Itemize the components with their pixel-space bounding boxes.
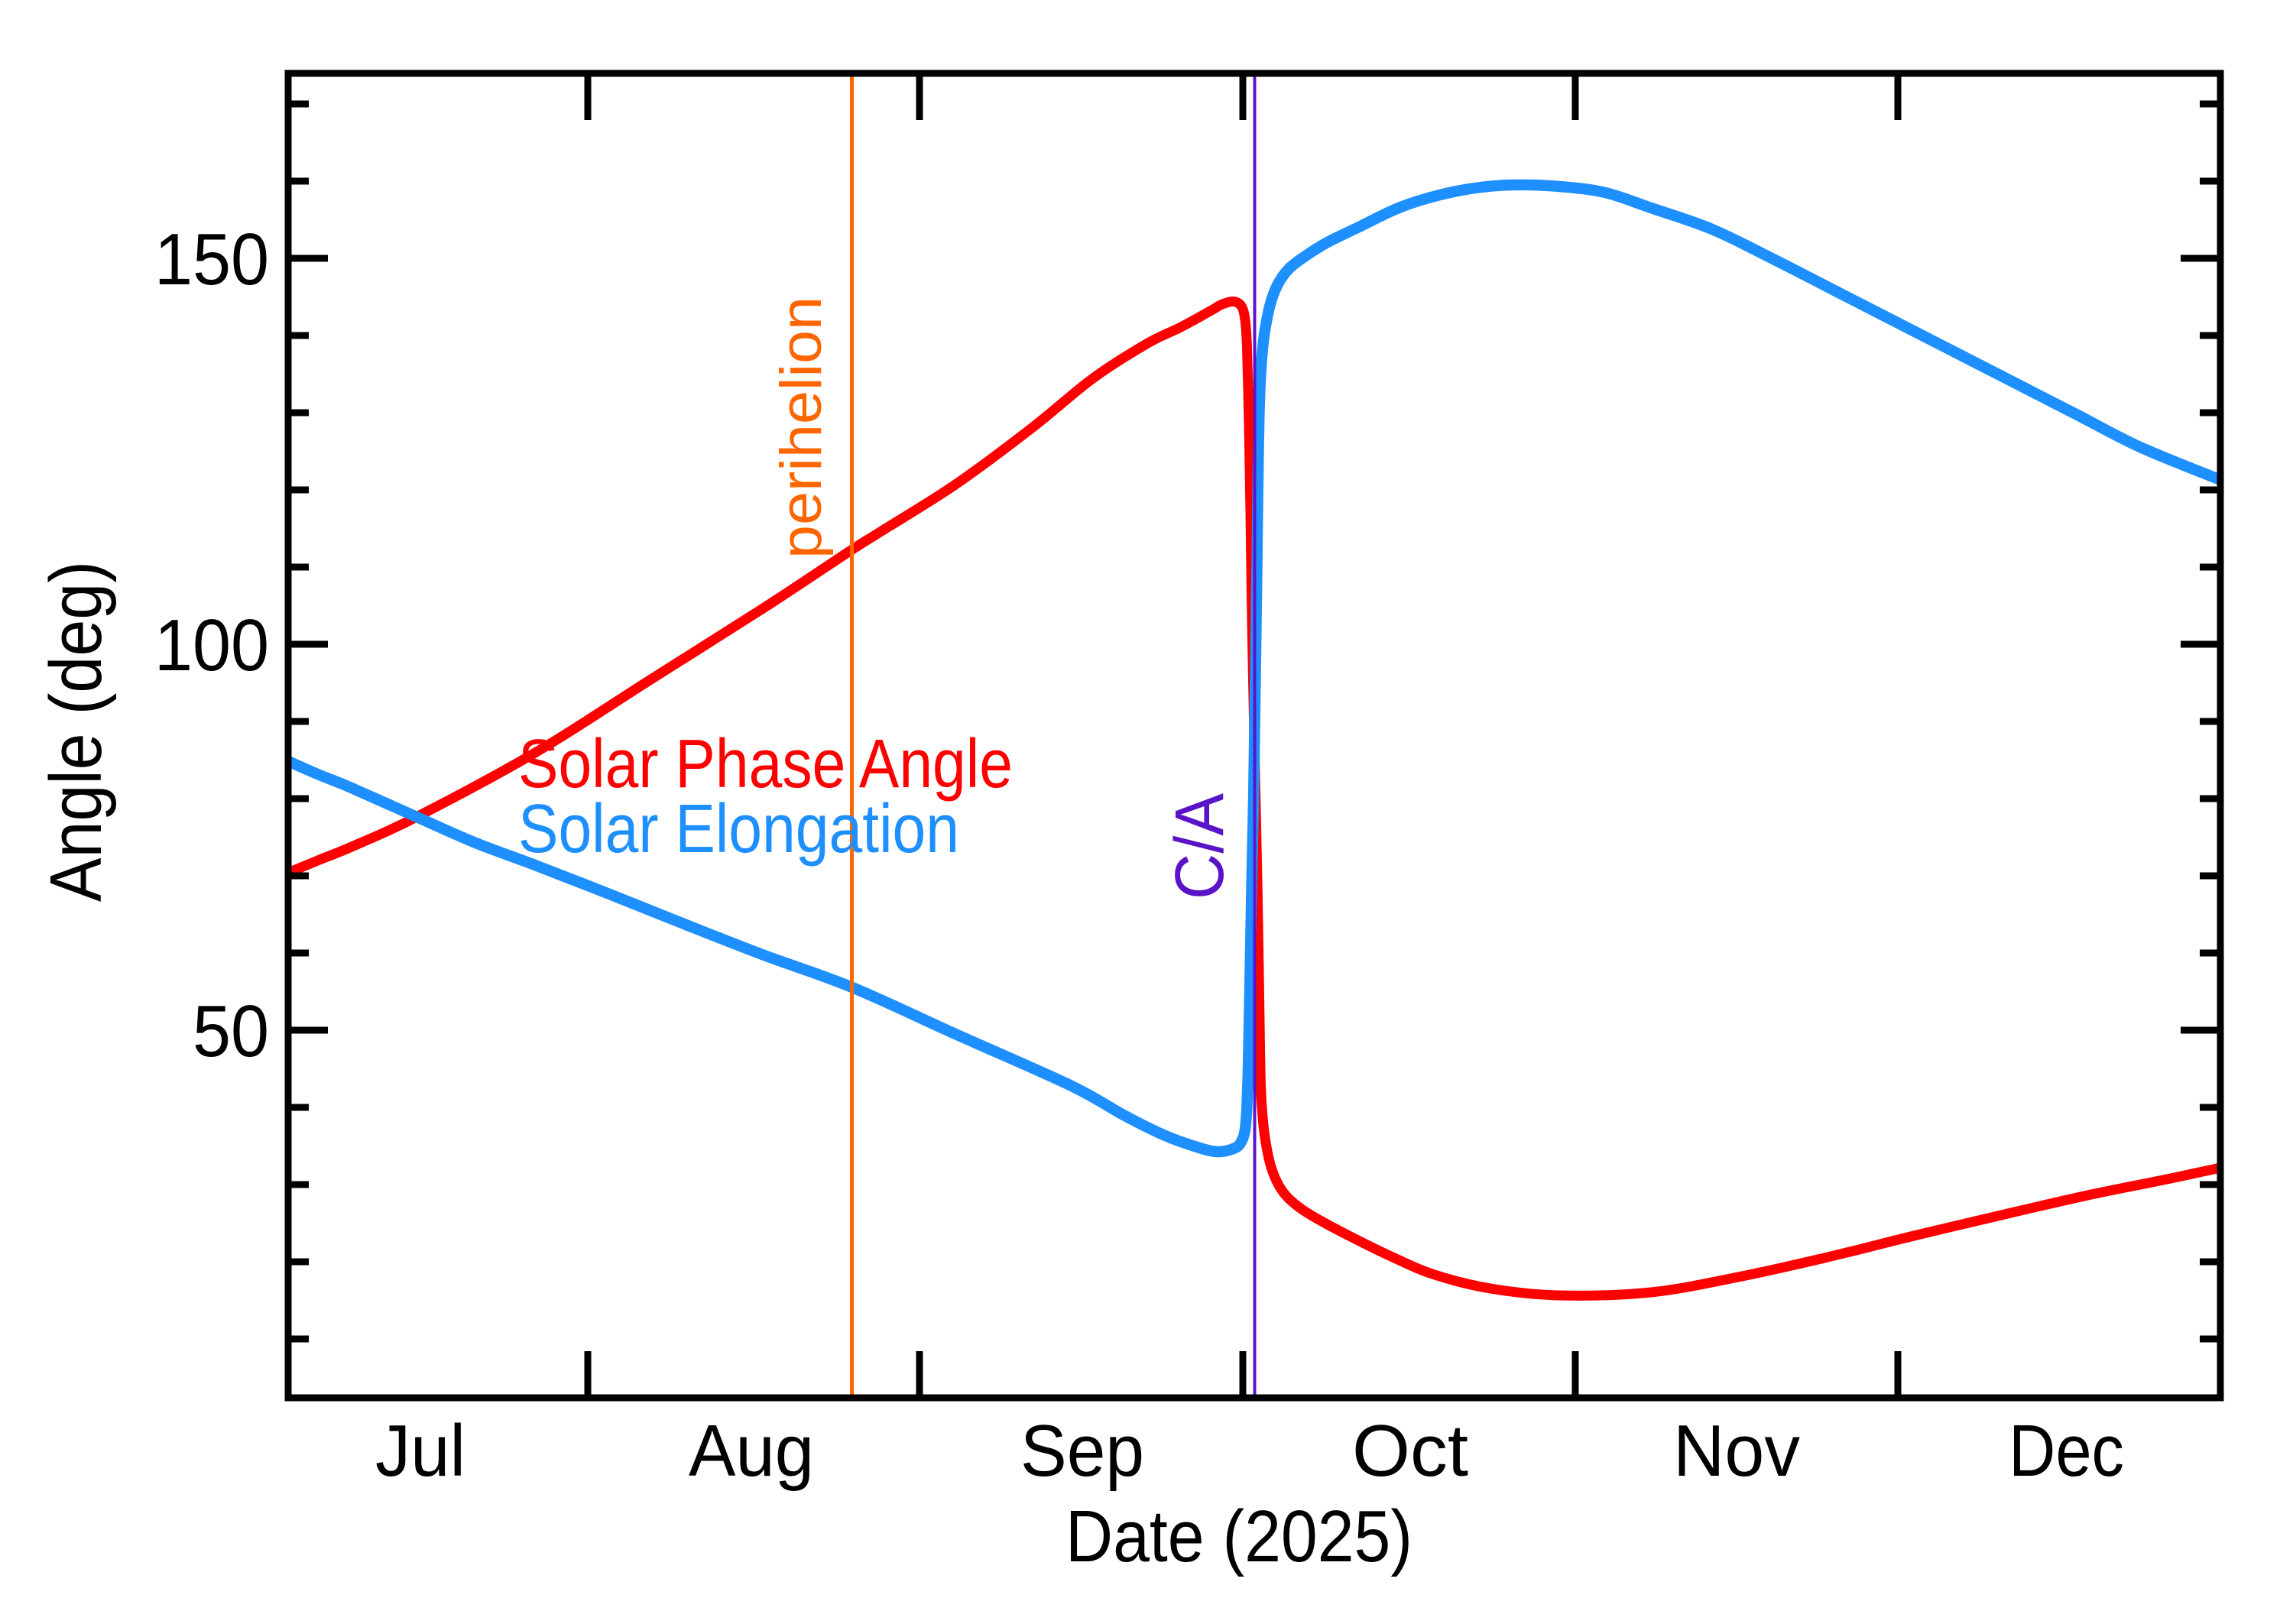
svg-text:100: 100 xyxy=(154,605,269,686)
svg-text:Dec: Dec xyxy=(2009,1410,2124,1492)
svg-text:Solar Phase Angle: Solar Phase Angle xyxy=(518,726,1013,802)
svg-text:perihelion: perihelion xyxy=(769,297,834,559)
svg-text:150: 150 xyxy=(154,219,269,300)
svg-text:Date (2025): Date (2025) xyxy=(1065,1496,1412,1577)
svg-text:Oct: Oct xyxy=(1352,1410,1468,1492)
svg-text:Jul: Jul xyxy=(375,1410,465,1492)
svg-text:Sep: Sep xyxy=(1020,1410,1144,1492)
svg-text:50: 50 xyxy=(193,990,269,1072)
svg-text:Solar Elongation: Solar Elongation xyxy=(518,791,959,867)
svg-text:C/A: C/A xyxy=(1162,793,1238,900)
svg-text:Nov: Nov xyxy=(1673,1410,1800,1492)
svg-text:Aug: Aug xyxy=(689,1410,814,1492)
svg-text:Angle (deg): Angle (deg) xyxy=(35,561,117,902)
